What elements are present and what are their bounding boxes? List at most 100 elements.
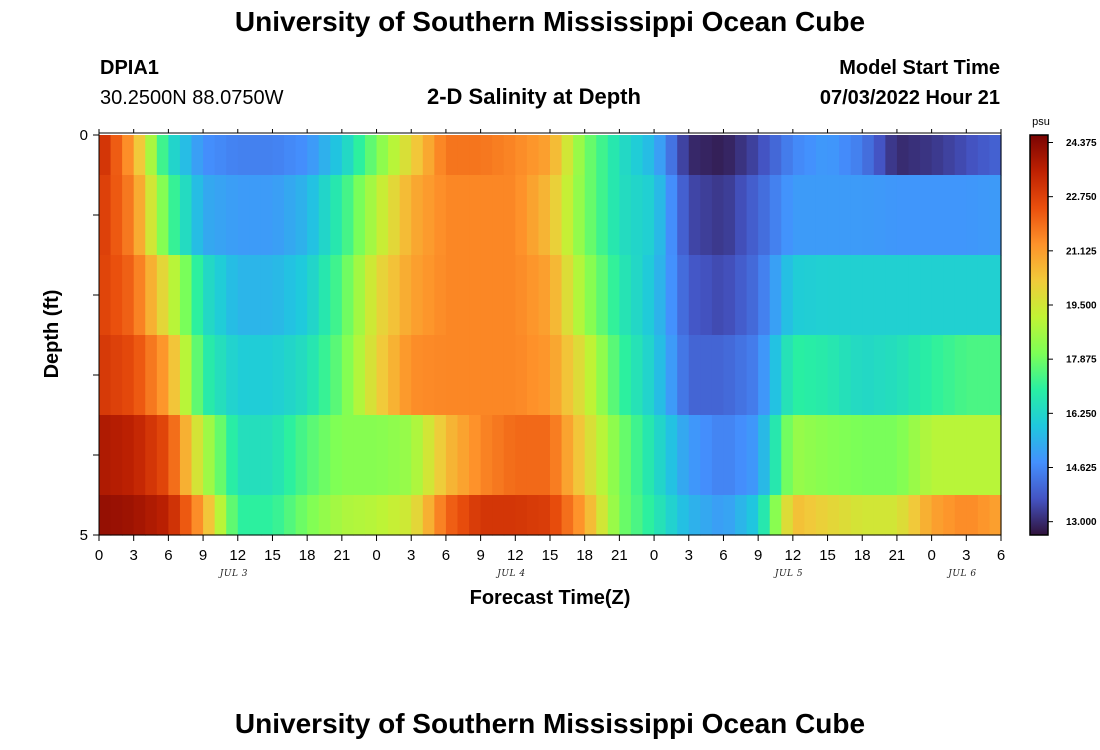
heatmap-cell bbox=[411, 175, 424, 256]
heatmap-cell bbox=[203, 335, 216, 416]
heatmap-cell bbox=[850, 135, 863, 176]
heatmap-cell bbox=[908, 415, 921, 496]
heatmap-cell bbox=[295, 495, 308, 536]
heatmap-cell bbox=[920, 495, 933, 536]
heatmap-cell bbox=[492, 415, 505, 496]
x-axis: 0 3 6 9 12 15 18 21 0 3 6 9 12 15 18 21 0 3 6 9 12 15 18 21 0 3 6 bbox=[95, 129, 1005, 564]
heatmap-cell bbox=[214, 255, 227, 336]
heatmap-cell bbox=[735, 175, 748, 256]
heatmap-cell bbox=[422, 495, 435, 536]
y-tick-label: 0 bbox=[80, 127, 88, 144]
heatmap-cell bbox=[885, 495, 898, 536]
heatmap-cell bbox=[99, 135, 112, 176]
x-tick-label: 15 bbox=[819, 547, 836, 564]
heatmap-cell bbox=[168, 415, 181, 496]
heatmap-cell bbox=[272, 335, 285, 416]
heatmap-cell bbox=[677, 135, 690, 176]
x-tick-label: 0 bbox=[927, 547, 935, 564]
heatmap-cell bbox=[364, 415, 378, 496]
heatmap-cell bbox=[411, 135, 424, 176]
heatmap-cell bbox=[815, 335, 829, 416]
heatmap-cell bbox=[550, 495, 563, 536]
heatmap-cell bbox=[885, 175, 898, 256]
heatmap-cell bbox=[931, 335, 944, 416]
heatmap-cell bbox=[989, 335, 1002, 416]
heatmap-cell bbox=[341, 175, 355, 256]
heatmap-cell bbox=[156, 495, 169, 536]
heatmap-cell bbox=[480, 495, 493, 536]
heatmap-cell bbox=[156, 415, 169, 496]
heatmap-cell bbox=[538, 255, 551, 336]
heatmap-cell bbox=[989, 255, 1002, 336]
heatmap-cell bbox=[422, 175, 435, 256]
heatmap-cell bbox=[839, 495, 852, 536]
heatmap-cell bbox=[399, 495, 412, 536]
heatmap-cell bbox=[480, 175, 493, 256]
heatmap-cell bbox=[873, 175, 886, 256]
x-tick-label: 0 bbox=[650, 547, 658, 564]
heatmap-cell bbox=[550, 415, 563, 496]
heatmap-cell bbox=[931, 255, 944, 336]
day-label: JUL 5 bbox=[774, 569, 804, 579]
heatmap-cell bbox=[214, 175, 227, 256]
heatmap-cell bbox=[411, 415, 424, 496]
heatmap-cell bbox=[411, 495, 424, 536]
heatmap-cell bbox=[711, 495, 725, 536]
heatmap-cell bbox=[723, 135, 736, 176]
heatmap-cell bbox=[203, 255, 216, 336]
heatmap-cell bbox=[688, 175, 701, 256]
heatmap-cell bbox=[815, 175, 829, 256]
heatmap-cell bbox=[260, 335, 274, 416]
heatmap-cell bbox=[688, 255, 701, 336]
heatmap-cell bbox=[931, 135, 944, 176]
heatmap-cell bbox=[110, 495, 123, 536]
heatmap-cell bbox=[179, 175, 193, 256]
heatmap-cell bbox=[977, 255, 991, 336]
heatmap-cell bbox=[839, 135, 852, 176]
heatmap-cell bbox=[630, 175, 644, 256]
heatmap-cell bbox=[804, 255, 817, 336]
heatmap-cell bbox=[862, 415, 875, 496]
heatmap-cell bbox=[642, 135, 655, 176]
heatmap-cell bbox=[526, 495, 540, 536]
heatmap-cell bbox=[156, 135, 169, 176]
heatmap-cell bbox=[700, 335, 713, 416]
heatmap-cell bbox=[480, 415, 493, 496]
heatmap-cell bbox=[399, 415, 412, 496]
heatmap-cell bbox=[492, 255, 505, 336]
heatmap-cell bbox=[977, 415, 991, 496]
heatmap-cell bbox=[249, 495, 262, 536]
heatmap-cell bbox=[630, 255, 644, 336]
heatmap-cell bbox=[792, 415, 806, 496]
day-label: JUL 6 bbox=[948, 569, 977, 579]
heatmap-cell bbox=[526, 335, 540, 416]
heatmap-cell bbox=[943, 255, 956, 336]
heatmap-cell bbox=[584, 335, 597, 416]
heatmap-cell bbox=[318, 495, 331, 536]
heatmap-cell bbox=[896, 135, 910, 176]
heatmap-cell bbox=[839, 175, 852, 256]
colorbar-gradient bbox=[1029, 134, 1049, 536]
heatmap-cell bbox=[839, 415, 852, 496]
heatmap-cell bbox=[376, 495, 389, 536]
heatmap-cell bbox=[191, 415, 204, 496]
colorbar-tick-label: 19.500 bbox=[1066, 301, 1097, 312]
heatmap-cell bbox=[619, 175, 632, 256]
heatmap-cell bbox=[896, 415, 910, 496]
page-title: University of Southern Mississippi Ocean… bbox=[234, 6, 866, 37]
heatmap-cell bbox=[931, 495, 944, 536]
heatmap-cell bbox=[711, 415, 725, 496]
heatmap-cell bbox=[596, 415, 609, 496]
heatmap-cell bbox=[341, 415, 355, 496]
heatmap-cell bbox=[526, 255, 540, 336]
heatmap-cell bbox=[364, 135, 378, 176]
heatmap-cell bbox=[746, 335, 759, 416]
heatmap-cell bbox=[249, 335, 262, 416]
heatmap-cell bbox=[769, 495, 782, 536]
heatmap-cell bbox=[191, 175, 204, 256]
heatmap-cell bbox=[781, 335, 794, 416]
heatmap-cell bbox=[815, 415, 829, 496]
heatmap-cell bbox=[619, 335, 632, 416]
heatmap-cell bbox=[781, 415, 794, 496]
